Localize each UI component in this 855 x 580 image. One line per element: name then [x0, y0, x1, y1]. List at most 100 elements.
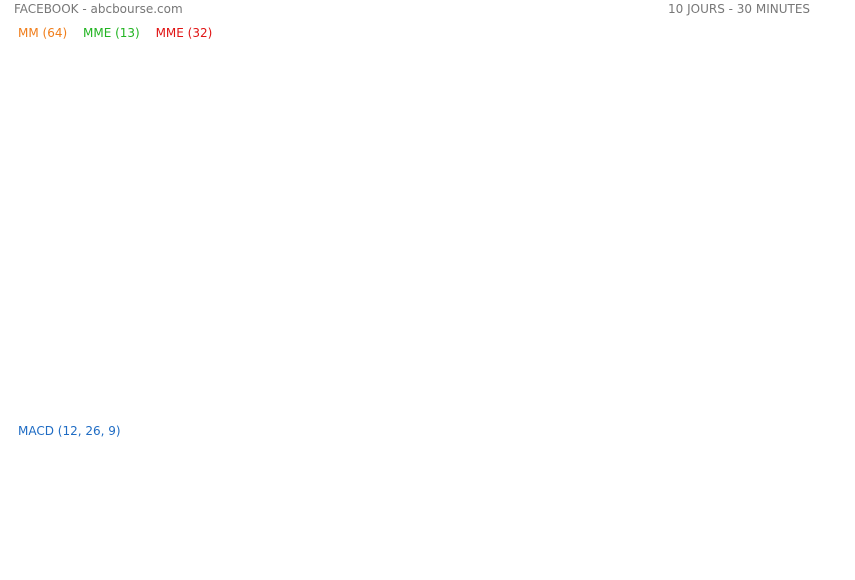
macd-day-shade-4 — [727, 424, 806, 550]
candle-body — [165, 320, 169, 345]
candle-body — [132, 338, 136, 351]
price-day-shade-1 — [253, 44, 332, 412]
candle-body — [680, 104, 685, 118]
candle-body — [203, 136, 208, 161]
macd-histogram — [15, 463, 799, 521]
x-tick-label: 27/03 16:30 — [694, 563, 761, 576]
candle-body — [527, 160, 531, 179]
candle-body — [137, 350, 142, 363]
macd-day-shade-2 — [411, 424, 490, 550]
candle-body — [49, 258, 54, 269]
mme13-line — [14, 101, 804, 331]
candle-body — [582, 95, 586, 124]
candle-body — [88, 307, 92, 363]
candle-body — [154, 313, 158, 394]
candle-body — [126, 338, 131, 345]
candle-body — [801, 78, 806, 91]
candle-body — [521, 166, 526, 179]
candle-body — [82, 277, 87, 308]
candle-body — [44, 252, 48, 259]
candle-body — [494, 160, 498, 186]
mm64-line — [14, 151, 803, 315]
candle-body — [587, 123, 592, 130]
candle-body — [730, 160, 734, 179]
candle-body — [55, 240, 59, 269]
candle-body — [631, 107, 635, 118]
candle-body — [181, 270, 186, 314]
candle-body — [576, 93, 581, 96]
x-tick-label: 26/03 17:00 — [615, 563, 682, 576]
candle-body — [417, 240, 422, 290]
candle-body — [774, 117, 778, 138]
candle-body — [263, 148, 268, 167]
candle-body — [291, 136, 295, 143]
candle-body — [411, 289, 416, 296]
macd-panel-frame — [15, 423, 807, 551]
macd-y-tick-label: 0.000 — [813, 491, 845, 504]
candle-body — [110, 301, 114, 308]
candle-body — [143, 362, 147, 382]
candle-body — [488, 185, 493, 192]
instrument-title: FACEBOOK - abcbourse.com — [14, 2, 183, 16]
candle-body — [609, 102, 614, 148]
price-panel-frame — [15, 43, 807, 413]
candle-body — [406, 289, 411, 296]
price-value-label: 164.0 — [812, 63, 847, 76]
candle-body — [554, 105, 559, 130]
candle-body — [60, 240, 65, 265]
candle-body — [675, 117, 679, 145]
candle-body — [225, 144, 230, 155]
candle-body — [757, 150, 762, 167]
candle-body — [280, 137, 284, 155]
legend-item-mme32: MME (32) — [155, 26, 213, 40]
x-tick-label: 17/03 20:30 — [62, 563, 129, 576]
candle-body — [379, 234, 383, 236]
candle-body — [691, 105, 696, 116]
candle-body — [669, 144, 674, 167]
candle-body — [247, 136, 251, 155]
candle-body — [543, 95, 548, 143]
price-y-tick-label: 148.0 — [813, 259, 845, 272]
candle-body — [368, 209, 372, 216]
x-tick-label: 19/03 19:30 — [220, 563, 287, 576]
candle-body — [187, 212, 191, 271]
macd-value-label-box — [808, 488, 853, 503]
candle-body — [340, 208, 345, 216]
macd-day-shade-0 — [95, 424, 174, 550]
candle-body — [592, 129, 597, 136]
candle-body — [33, 304, 38, 319]
candle-body — [197, 136, 202, 167]
candle-body — [653, 109, 657, 116]
candle-body — [603, 147, 608, 155]
legend-item-mm64: MM (64) — [18, 26, 68, 40]
candle-body — [790, 91, 795, 125]
candle-body — [477, 136, 482, 173]
candle-body — [219, 154, 224, 156]
candle-body — [466, 142, 471, 155]
candle-body — [384, 221, 389, 235]
candle-body — [795, 90, 800, 93]
candle-body — [27, 318, 32, 330]
candle-body — [400, 264, 405, 290]
candle-body — [395, 203, 400, 265]
candle-body — [763, 136, 767, 167]
macd-line — [15, 445, 799, 544]
candle-body — [236, 123, 240, 130]
candle-body — [71, 252, 76, 271]
candle-body — [708, 86, 712, 149]
candle-body — [444, 270, 449, 302]
price-y-tick-label: 164.0 — [813, 63, 845, 76]
candle-body — [571, 90, 575, 94]
candle-body — [121, 320, 125, 345]
price-day-shade-3 — [569, 44, 648, 412]
candle-body — [741, 160, 745, 173]
candle-body — [549, 129, 553, 143]
candle-body — [658, 109, 663, 136]
candle-body — [285, 136, 290, 138]
price-value-label: 137.2 — [812, 391, 847, 404]
candle-body — [697, 77, 701, 106]
candle-body — [66, 264, 70, 271]
candle-body — [752, 150, 756, 168]
candle-body — [625, 117, 630, 120]
